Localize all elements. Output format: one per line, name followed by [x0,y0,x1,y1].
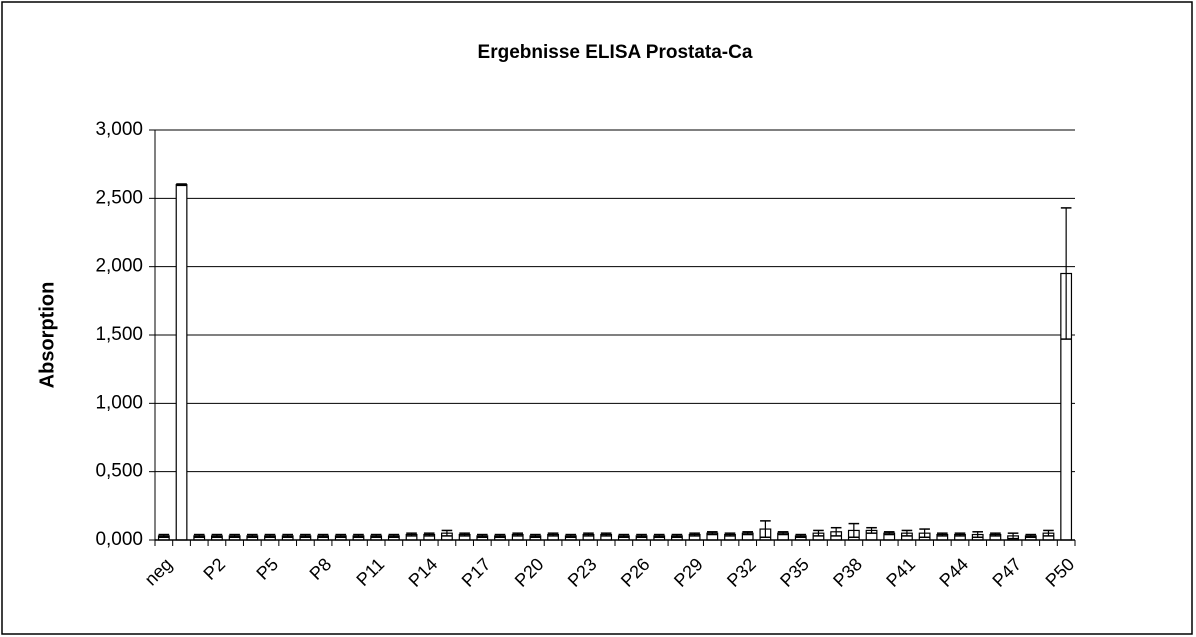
error-bar [264,533,276,539]
error-bar [423,532,435,537]
error-bar [1043,529,1054,537]
error-bar [406,532,417,537]
y-tick-label: 0,000 [95,529,143,550]
error-bar [512,532,523,537]
error-bar [547,532,559,537]
error-bar [176,183,187,187]
error-bar [919,528,930,539]
error-bar [848,522,860,539]
chart-title: Ergebnisse ELISA Prostata-Ca [478,42,753,63]
error-bar [954,532,966,537]
error-bar [583,532,594,537]
error-bar [777,531,789,536]
error-bar [618,533,630,539]
error-bar [866,526,877,534]
error-bar [671,533,683,539]
error-bar [459,532,470,537]
y-tick-label: 1,500 [95,324,143,345]
error-bar [193,533,205,539]
error-bar [937,532,948,537]
error-bar [1025,533,1037,539]
error-bar [494,533,506,539]
error-bar [530,533,541,539]
y-tick-label: 3,000 [95,119,143,140]
error-bar [653,533,665,539]
error-bar [1007,532,1019,540]
error-bar [760,520,771,539]
y-tick-label: 0,500 [95,461,143,482]
y-axis-label: Absorption [36,282,58,389]
error-bar [247,533,258,539]
error-bar [636,533,647,539]
error-bar [441,529,453,537]
error-bar [689,532,700,537]
error-bar [990,532,1001,537]
y-tick-label: 2,500 [95,187,143,208]
error-bar [724,532,736,537]
error-bar [565,533,577,539]
error-bar [477,533,488,539]
error-bar [707,531,718,536]
error-bar [335,533,347,539]
error-bar [388,533,400,539]
y-tick-label: 2,000 [95,256,143,277]
error-bar [317,533,329,539]
error-bar [813,529,824,537]
error-bar [211,533,223,539]
error-bar [742,531,753,536]
error-bar [600,532,612,537]
error-bar [229,533,240,539]
error-bar [282,533,293,539]
error-bar [300,533,311,539]
y-tick-label: 1,000 [95,392,143,413]
error-bar [830,526,842,537]
bar [175,184,188,541]
error-bar [1060,207,1072,340]
error-bar [883,531,895,536]
error-bar [370,533,382,539]
error-bar [795,533,807,539]
error-bar [972,531,983,539]
error-bar [901,529,913,537]
error-bar [353,533,364,539]
error-bar [158,533,170,539]
